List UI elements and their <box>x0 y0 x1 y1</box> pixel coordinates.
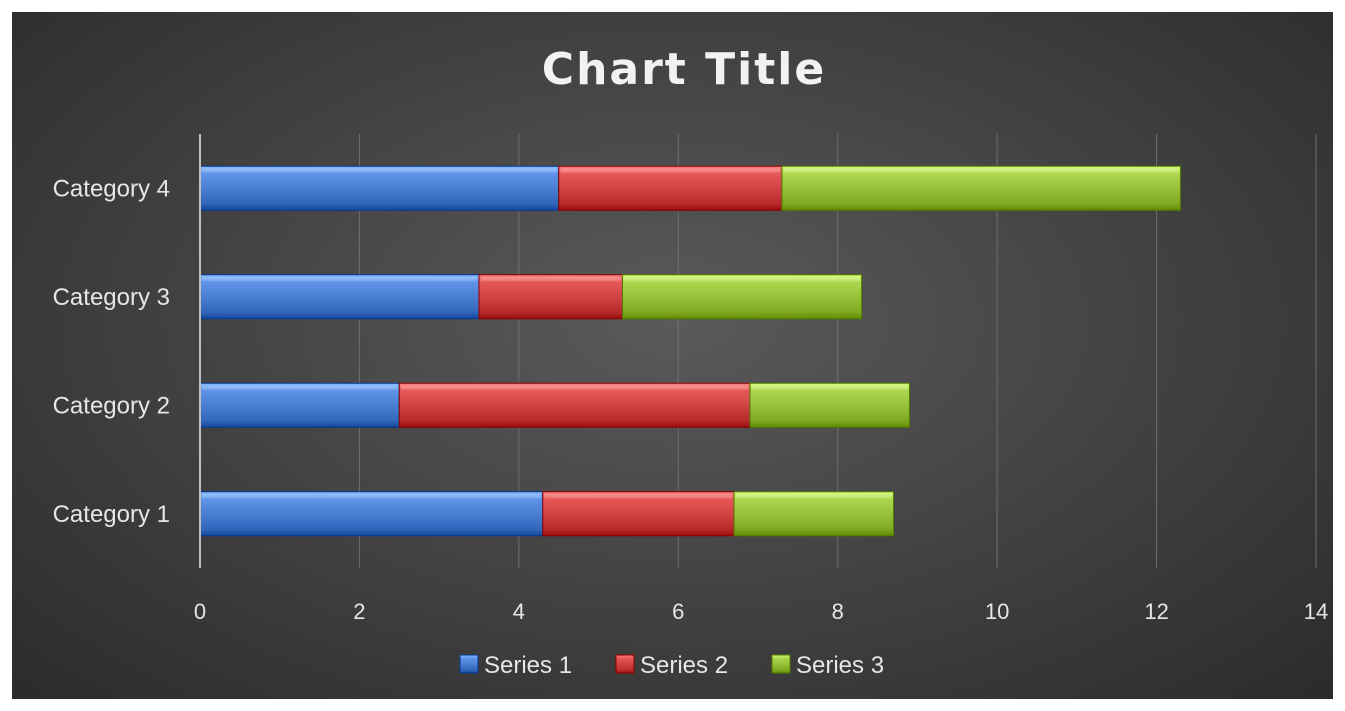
bar-bevel-3-3 <box>624 276 860 281</box>
bar-series-3-category-4 <box>781 165 1181 211</box>
bar-bevel-2-1 <box>544 493 733 498</box>
legend-swatch-3 <box>771 654 791 674</box>
bar-bevel-3-2 <box>752 385 908 390</box>
legend-label-1: Series 1 <box>484 652 572 679</box>
bar-bevel-1-1 <box>202 493 541 498</box>
x-tick-label-12: 12 <box>1144 599 1168 624</box>
category-label-2: Category 2 <box>53 392 170 419</box>
bar-bevel-2-3 <box>481 276 621 281</box>
bar-series-1-category-4 <box>199 165 560 211</box>
axes: 0 2 4 6 8 10 12 14 Category 1 Category 2 Category … <box>53 134 1328 624</box>
x-tick-label-8: 8 <box>832 599 844 624</box>
category-label-4: Category 4 <box>53 175 170 202</box>
bar-series-3-category-1 <box>733 491 895 537</box>
category-label-3: Category 3 <box>53 284 170 311</box>
bar-bevel-2-2 <box>401 385 749 390</box>
legend-item-series-2: Series 2 <box>615 652 728 679</box>
bar-series-2-category-4 <box>558 165 783 211</box>
bar-bevel-3-4 <box>783 168 1179 173</box>
bar-bevel-3-1 <box>736 493 892 498</box>
bar-series-2-category-3 <box>478 274 623 320</box>
legend-swatch-2 <box>615 654 635 674</box>
bar-series-3-category-3 <box>621 274 863 320</box>
x-tick-label-0: 0 <box>194 599 206 624</box>
legend-item-series-1: Series 1 <box>459 652 572 679</box>
x-tick-label-10: 10 <box>985 599 1009 624</box>
bar-series-1-category-1 <box>199 491 544 537</box>
chart-title: Chart Title <box>542 44 826 95</box>
x-tick-label-14: 14 <box>1304 599 1328 624</box>
x-tick-label-4: 4 <box>513 599 525 624</box>
bar-series-3-category-2 <box>749 382 910 428</box>
legend-item-series-3: Series 3 <box>771 652 884 679</box>
bar-bevel-1-4 <box>202 168 557 173</box>
chart-area: Chart Title 0 2 4 6 8 10 12 14 Category 1 Categor… <box>12 12 1333 699</box>
bar-bevel-1-3 <box>202 276 477 281</box>
bar-series-1-category-3 <box>199 274 480 320</box>
bar-bevel-2-4 <box>560 168 780 173</box>
legend: Series 1 Series 2 Series 3 <box>459 652 884 679</box>
bar-series-2-category-1 <box>542 491 735 537</box>
x-tick-label-2: 2 <box>353 599 365 624</box>
x-tick-label-6: 6 <box>672 599 684 624</box>
bar-series-1-category-2 <box>199 382 400 428</box>
bar-bevel-1-2 <box>202 385 398 390</box>
legend-label-2: Series 2 <box>640 652 728 679</box>
bar-series-2-category-2 <box>398 382 751 428</box>
bars <box>199 165 1181 537</box>
legend-swatch-1 <box>459 654 479 674</box>
chart-svg: Chart Title 0 2 4 6 8 10 12 14 Category 1 Categor… <box>53 44 1329 679</box>
legend-label-3: Series 3 <box>796 652 884 679</box>
category-label-1: Category 1 <box>53 501 170 528</box>
